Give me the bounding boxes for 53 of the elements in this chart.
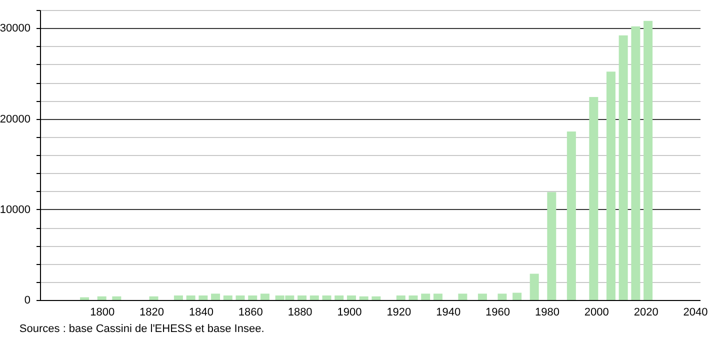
bar: [310, 295, 319, 300]
x-tick-label: 1980: [534, 306, 560, 318]
bar: [458, 294, 468, 300]
x-tick-label: 1820: [140, 306, 164, 318]
x-tick-label: 2020: [634, 306, 658, 318]
x-tick-label: 2040: [683, 306, 708, 318]
bar: [618, 35, 628, 300]
x-tick-label: 1940: [436, 306, 461, 318]
bar: [112, 296, 122, 300]
bar: [478, 294, 487, 300]
y-tick-label: 10000: [0, 204, 30, 216]
x-tick-label: 1920: [386, 306, 412, 318]
bar: [589, 97, 598, 300]
bar: [97, 296, 106, 300]
x-tick-label: 1840: [188, 306, 214, 318]
x-tick-label: 1860: [238, 306, 263, 318]
bar: [346, 295, 356, 300]
y-tick-label: 20000: [0, 113, 30, 126]
bar: [298, 295, 307, 300]
bar: [248, 295, 258, 300]
x-tick-label: 1880: [288, 306, 312, 318]
bar: [566, 131, 576, 300]
bar: [421, 294, 430, 300]
x-tick-label: 1800: [90, 306, 115, 318]
bar: [372, 296, 381, 300]
source-note: Sources : base Cassini de l'EHESS et base Insee.: [19, 323, 264, 335]
x-tick-label: 1960: [486, 306, 510, 318]
bar: [408, 295, 418, 300]
bar: [547, 192, 556, 300]
x-tick-label: 2000: [584, 306, 609, 318]
bar: [236, 295, 245, 300]
bar: [631, 26, 640, 300]
bar: [186, 295, 196, 300]
bar: [174, 295, 183, 300]
bar: [211, 294, 220, 300]
bar: [198, 295, 208, 300]
bar: [498, 294, 507, 300]
y-tick-label: 0: [24, 294, 30, 306]
bar: [322, 295, 332, 300]
bar: [433, 294, 442, 300]
y-tick-label: 30000: [0, 22, 30, 35]
bar: [396, 295, 406, 300]
bar: [149, 296, 158, 300]
bar: [530, 274, 539, 300]
bar: [80, 297, 90, 300]
bar: [223, 295, 232, 300]
x-tick-label: 1900: [337, 306, 362, 318]
bar: [606, 72, 616, 300]
bar: [334, 295, 344, 300]
bar: [359, 296, 368, 300]
bar: [260, 294, 270, 300]
bar: [644, 20, 653, 300]
bar: [512, 292, 522, 300]
